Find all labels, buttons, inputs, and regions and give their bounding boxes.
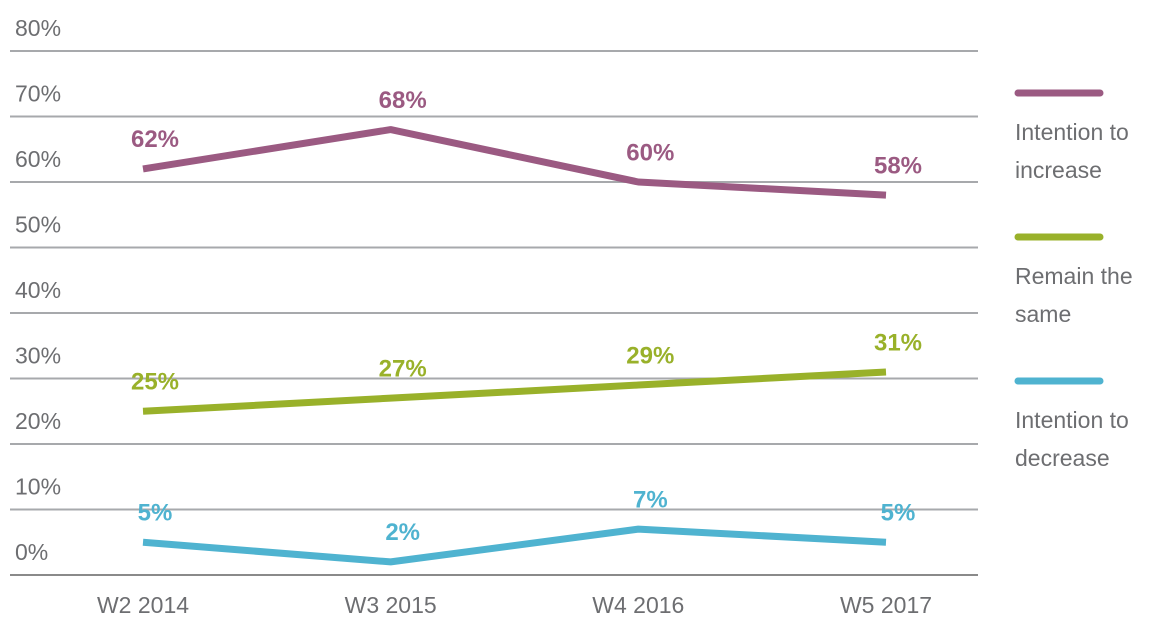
series-line [142,368,887,415]
y-tick-label: 80% [15,15,61,41]
data-label: 5% [881,500,916,527]
series-line [142,126,887,199]
y-tick-label: 70% [15,81,61,107]
y-tick-label: 40% [15,277,61,303]
legend-label: Intention to increase [1015,119,1129,183]
y-tick-label: 50% [15,212,61,238]
x-tick-label: W3 2015 [345,592,437,618]
data-label: 62% [131,126,179,153]
data-label: 60% [626,139,674,166]
x-tick-label: W5 2017 [840,592,932,618]
data-label: 7% [633,486,668,513]
data-label: 68% [379,87,427,114]
y-tick-label: 60% [15,146,61,172]
data-label: 31% [874,329,922,356]
x-tick-label: W4 2016 [592,592,684,618]
data-label: 5% [138,500,173,527]
legend-label: Remain the same [1015,263,1133,327]
data-label: 25% [131,369,179,396]
y-tick-label: 30% [15,343,61,369]
series-line [142,525,887,566]
y-tick-label: 10% [15,474,61,500]
legend-label: Intention to decrease [1015,407,1129,471]
x-tick-label: W2 2014 [97,592,189,618]
y-tick-label: 0% [15,539,48,565]
data-label: 58% [874,152,922,179]
data-label: 27% [379,355,427,382]
data-label: 29% [626,342,674,369]
y-tick-label: 20% [15,408,61,434]
data-label: 2% [385,519,420,546]
